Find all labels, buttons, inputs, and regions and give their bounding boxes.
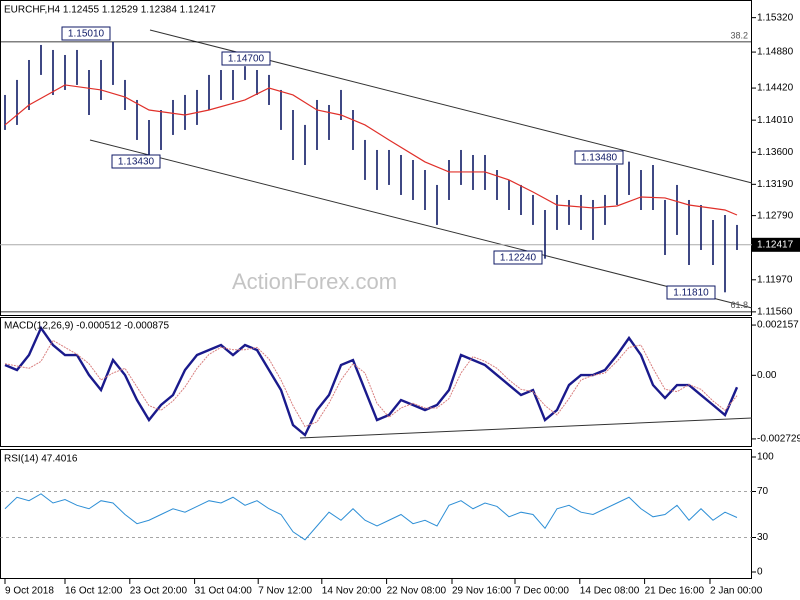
channel-lower [89,139,753,309]
y-tick-label: 0 [757,567,763,578]
annotation: 1.15010 [68,29,105,40]
fib-label: 61.8 [730,300,748,310]
x-tick-label: 7 Dec 00:00 [515,586,569,597]
x-tick-label: 22 Nov 08:00 [387,586,447,597]
x-tick-label: 14 Nov 20:00 [322,586,382,597]
macd-panel [0,317,752,447]
annotation: 1.14700 [228,54,265,65]
last-price-box [752,237,800,252]
x-tick-label: 23 Oct 20:00 [130,586,188,597]
y-tick-label: 1.11970 [757,274,793,285]
annotation-box [111,154,161,169]
y-tick-label: -0.002729 [757,434,800,445]
watermark: ActionForex.com [232,269,397,294]
panel-title: EURCHF,H4 1.12455 1.12529 1.12384 1.1241… [4,5,216,16]
panel-title: RSI(14) 47.4016 [4,454,78,465]
rsi-panel [0,449,752,579]
annotation: 1.13430 [118,157,155,168]
annotation-box [574,150,624,165]
y-tick-label: 70 [757,486,769,497]
series-line [4,493,738,541]
y-tick-label: 1.14880 [757,47,794,58]
last-price-label: 1.12417 [757,239,794,250]
annotation-box [61,26,111,41]
annotation-box [666,285,716,300]
y-tick-label: 1.13600 [757,147,794,158]
series-line [4,339,738,428]
annotation: 1.13480 [581,153,618,164]
fib-label: 38.2 [730,30,748,40]
y-tick-label: 100 [757,452,774,463]
annotation: 1.11810 [673,288,709,299]
annotation-box [493,250,543,265]
y-tick-label: 1.15320 [757,12,794,23]
x-tick-label: 2 Jan 00:00 [710,586,763,597]
x-tick-label: 16 Oct 12:00 [65,586,123,597]
x-tick-label: 29 Nov 16:00 [452,586,512,597]
y-tick-label: 1.14420 [757,83,794,94]
annotation: 1.12240 [500,253,537,264]
macd-trendline [299,417,753,439]
panel-title: MACD(12,26,9) -0.000512 -0.000875 [4,321,170,332]
y-tick-label: 0.00 [757,370,777,381]
y-tick-label: 1.12790 [757,210,794,221]
x-tick-label: 21 Dec 16:00 [645,586,705,597]
x-tick-label: 7 Nov 12:00 [258,586,312,597]
y-tick-label: 0.002157 [757,320,799,331]
x-tick-label: 14 Dec 08:00 [580,586,640,597]
x-tick-label: 9 Oct 2018 [5,586,54,597]
x-tick-label: 31 Oct 04:00 [195,586,253,597]
y-tick-label: 1.11560 [757,307,793,318]
series-line [4,325,739,437]
y-tick-label: 30 [757,532,769,543]
moving-average [4,84,738,216]
y-tick-label: 1.13190 [757,179,794,190]
y-tick-label: 1.14010 [757,115,794,126]
annotation-box [221,51,271,66]
